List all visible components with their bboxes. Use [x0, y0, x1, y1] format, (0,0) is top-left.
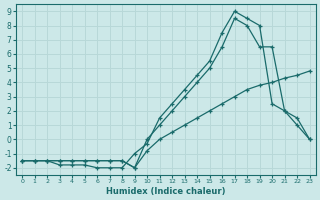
X-axis label: Humidex (Indice chaleur): Humidex (Indice chaleur)	[106, 187, 226, 196]
